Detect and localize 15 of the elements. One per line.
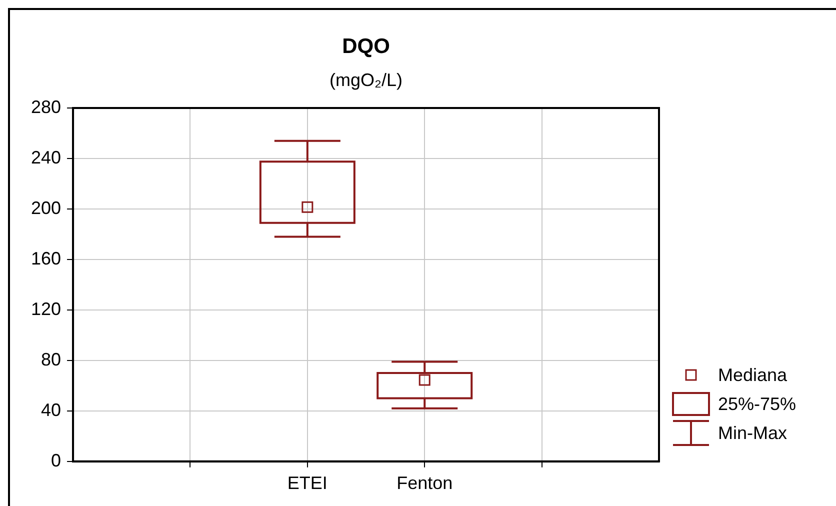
y-tick-label: 0	[51, 450, 62, 470]
y-tick-label: 280	[30, 96, 62, 117]
y-tick-label: 240	[30, 147, 62, 168]
text: Min-Max	[718, 422, 788, 444]
text: 25%-75%	[718, 393, 796, 415]
x-tick-label: ETEI	[287, 473, 328, 494]
y-tick-label: 80	[41, 349, 62, 370]
x-tick-label: Fenton	[396, 473, 453, 494]
chart-title: DQO	[342, 35, 390, 58]
y-tick-label: 200	[30, 198, 62, 218]
y-tick-label: 160	[30, 248, 62, 268]
y-tick-label: 40	[41, 400, 62, 420]
chart-subtitle: (mgO₂/L)	[330, 70, 403, 90]
text: Mediana	[718, 364, 788, 386]
y-tick-label: 120	[30, 298, 62, 319]
